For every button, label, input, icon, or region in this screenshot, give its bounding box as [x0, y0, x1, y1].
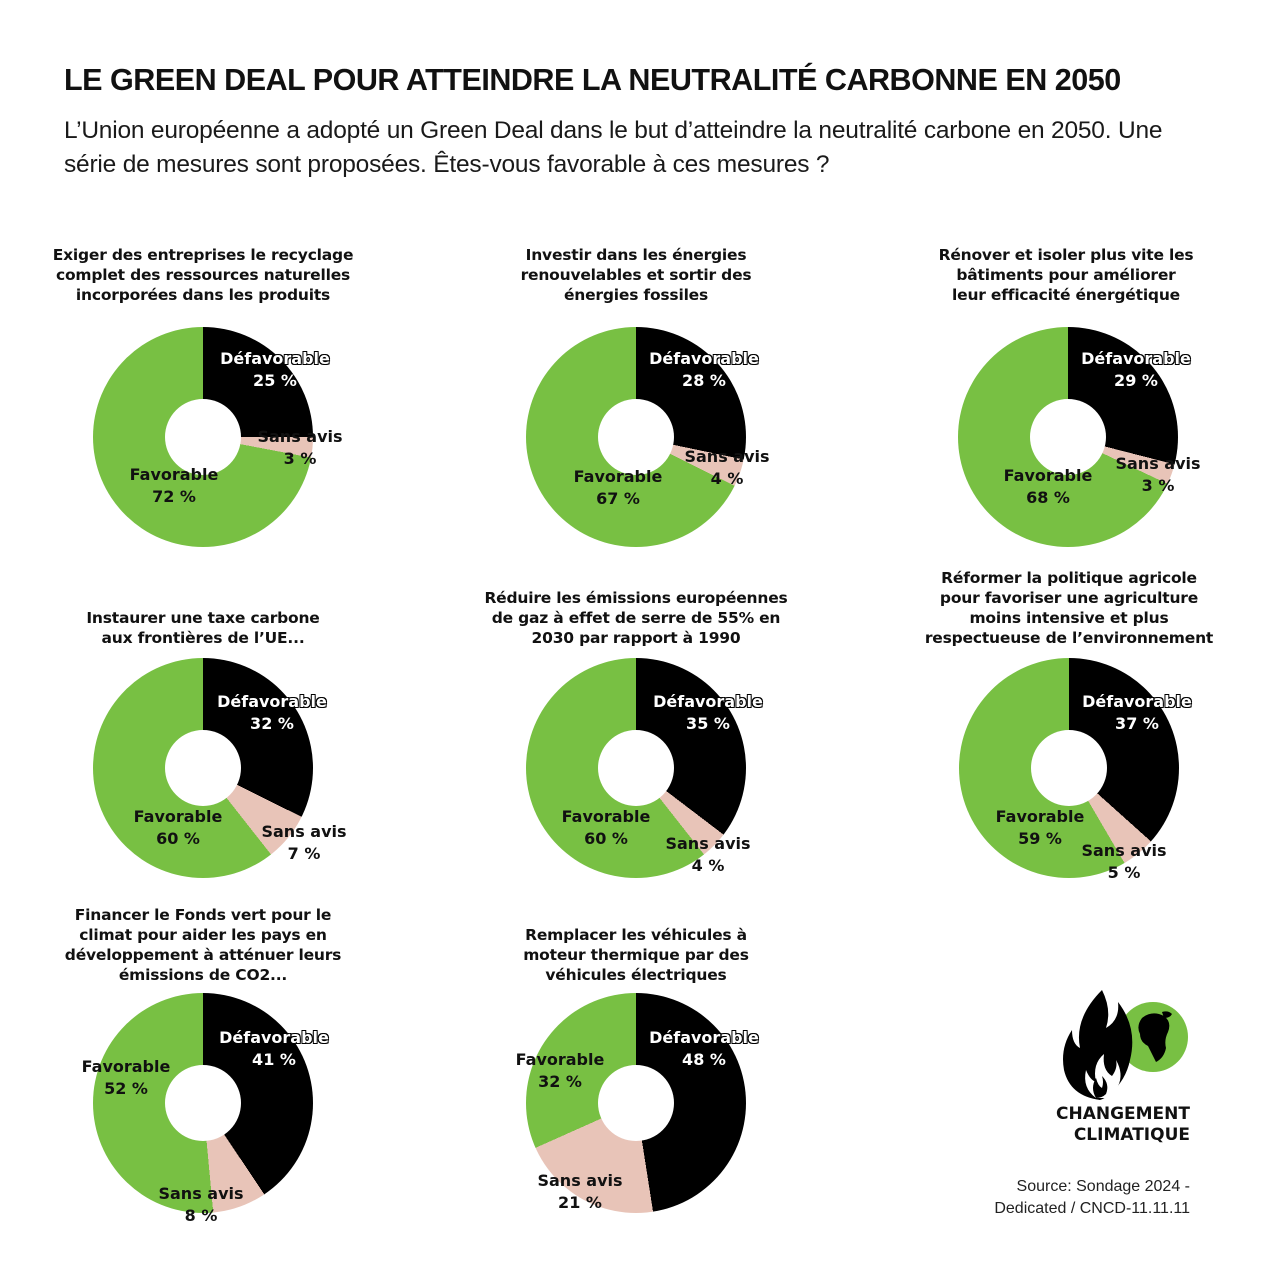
chart-title: Réformer la politique agricole pour favo…: [924, 569, 1214, 647]
donut-chart: [526, 993, 746, 1213]
label-favorable: Favorable 60 %: [561, 807, 651, 848]
label-defavorable: Défavorable 32 %: [217, 692, 327, 733]
donut-chart: [93, 658, 313, 878]
chart-title: Réduire les émissions européennes de gaz…: [484, 589, 788, 647]
label-defavorable: Défavorable 41 %: [219, 1028, 329, 1069]
donut-chart: [526, 327, 746, 547]
label-sans-avis: Sans avis 4 %: [665, 834, 751, 875]
chart-title: Exiger des entreprises le recyclage comp…: [52, 246, 354, 304]
label-defavorable: Défavorable 28 %: [649, 349, 759, 390]
donut-hole: [165, 399, 241, 475]
chart-title: Financer le Fonds vert pour le climat po…: [64, 906, 342, 984]
label-favorable: Favorable 60 %: [133, 807, 223, 848]
donut-chart: [526, 658, 746, 878]
donut-chart: [93, 327, 313, 547]
chart-title: Instaurer une taxe carbone aux frontière…: [86, 609, 320, 647]
logo-text: CHANGEMENT CLIMATIQUE: [1055, 1104, 1190, 1145]
page-title: LE GREEN DEAL POUR ATTEINDRE LA NEUTRALI…: [64, 62, 1121, 97]
label-favorable: Favorable 67 %: [573, 467, 663, 508]
changement-climatique-logo: [1030, 990, 1200, 1150]
page-subtitle: L’Union européenne a adopté un Green Dea…: [64, 117, 1163, 178]
donut-chart: [959, 658, 1179, 878]
label-favorable: Favorable 32 %: [515, 1050, 605, 1091]
label-sans-avis: Sans avis 7 %: [261, 822, 347, 863]
label-sans-avis: Sans avis 8 %: [158, 1184, 244, 1225]
label-sans-avis: Sans avis 3 %: [1115, 454, 1201, 495]
donut-hole: [165, 1065, 241, 1141]
label-defavorable: Défavorable 48 %: [649, 1028, 759, 1069]
label-favorable: Favorable 59 %: [995, 807, 1085, 848]
chart-title: Remplacer les véhicules à moteur thermiq…: [523, 926, 749, 984]
label-favorable: Favorable 68 %: [1003, 466, 1093, 507]
donut-chart: [958, 327, 1178, 547]
donut-hole: [1031, 730, 1107, 806]
label-sans-avis: Sans avis 4 %: [684, 447, 770, 488]
label-sans-avis: Sans avis 5 %: [1081, 841, 1167, 882]
chart-title: Rénover et isoler plus vite les bâtiment…: [938, 246, 1194, 304]
donut-hole: [598, 1065, 674, 1141]
label-defavorable: Défavorable 29 %: [1081, 349, 1191, 390]
label-favorable: Favorable 52 %: [81, 1057, 171, 1098]
donut-chart: [93, 993, 313, 1213]
chart-title: Investir dans les énergies renouvelables…: [520, 246, 752, 304]
donut-hole: [1030, 399, 1106, 475]
label-sans-avis: Sans avis 21 %: [537, 1171, 623, 1212]
donut-hole: [598, 399, 674, 475]
label-sans-avis: Sans avis 3 %: [257, 427, 343, 468]
label-defavorable: Défavorable 37 %: [1082, 692, 1192, 733]
donut-hole: [598, 730, 674, 806]
label-defavorable: Défavorable 25 %: [220, 349, 330, 390]
flame-globe-icon: [1063, 990, 1188, 1100]
label-defavorable: Défavorable 35 %: [653, 692, 763, 733]
label-favorable: Favorable 72 %: [129, 465, 219, 506]
donut-hole: [165, 730, 241, 806]
source-note: Source: Sondage 2024 - Dedicated / CNCD-…: [994, 1178, 1190, 1217]
